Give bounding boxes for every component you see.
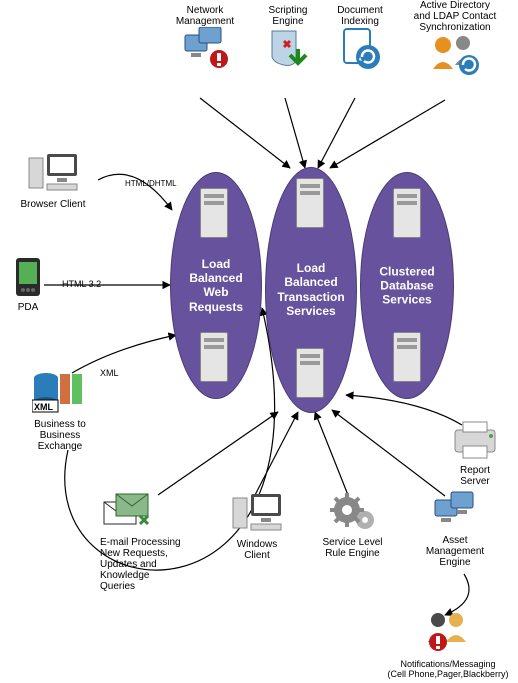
connector-arrow bbox=[255, 412, 298, 495]
server-icon bbox=[296, 348, 324, 398]
node-scripting: Scripting Engine bbox=[253, 5, 323, 76]
netmgmt-icon bbox=[165, 27, 245, 72]
adldap-icon bbox=[400, 33, 510, 82]
connector-arrow bbox=[72, 335, 176, 373]
edge-label-xml: XML bbox=[100, 368, 119, 378]
sla-icon bbox=[310, 490, 395, 535]
node-b2b: XML Business to Business Exchange bbox=[20, 370, 100, 452]
node-pda: PDA bbox=[8, 257, 48, 313]
node-sla: Service Level Rule Engine bbox=[310, 490, 395, 559]
docindex-icon bbox=[325, 27, 395, 74]
server-icon bbox=[200, 332, 228, 382]
connector-arrow bbox=[318, 98, 355, 168]
node-email: E-mail Processing New Requests, Updates … bbox=[100, 490, 205, 592]
connector-arrow bbox=[315, 412, 348, 495]
node-label: Service Level Rule Engine bbox=[310, 537, 395, 559]
connector-arrow bbox=[445, 574, 469, 615]
ellipse-label: Load Balanced Web Requests bbox=[189, 257, 243, 315]
node-browser: Browser Client bbox=[8, 150, 98, 210]
node-label: Network Management bbox=[165, 5, 245, 27]
ellipse-label: Clustered Database Services bbox=[379, 264, 434, 307]
server-icon bbox=[393, 332, 421, 382]
node-notify: Notifications/Messaging (Cell Phone,Page… bbox=[378, 610, 518, 679]
svg-text:XML: XML bbox=[34, 402, 54, 412]
report-icon bbox=[440, 420, 510, 463]
connector-arrow bbox=[330, 100, 445, 168]
edge-label-html-dhtml: HTML/DHTML bbox=[125, 179, 177, 188]
node-label: E-mail Processing New Requests, Updates … bbox=[100, 537, 205, 592]
node-label: Active Directory and LDAP Contact Synchr… bbox=[400, 0, 510, 33]
node-winclient: Windows Client bbox=[222, 490, 292, 561]
node-docindex: Document Indexing bbox=[325, 5, 395, 76]
node-adldap: Active Directory and LDAP Contact Synchr… bbox=[400, 0, 510, 84]
node-label: Document Indexing bbox=[325, 5, 395, 27]
winclient-icon bbox=[222, 490, 292, 537]
notify-icon bbox=[378, 610, 518, 657]
edge-label-html32: HTML 3.2 bbox=[62, 279, 101, 289]
node-asset: Asset Management Engine bbox=[410, 490, 500, 568]
node-label: Asset Management Engine bbox=[410, 535, 500, 568]
node-report: Report Server bbox=[440, 420, 510, 487]
node-label: Notifications/Messaging (Cell Phone,Page… bbox=[378, 659, 518, 679]
scripting-icon bbox=[253, 27, 323, 74]
ellipse-label: Load Balanced Transaction Services bbox=[277, 261, 344, 319]
node-label: PDA bbox=[8, 302, 48, 313]
pda-icon bbox=[8, 257, 48, 300]
connector-arrow bbox=[158, 412, 278, 495]
connector-arrow bbox=[285, 98, 305, 168]
node-label: Windows Client bbox=[222, 539, 292, 561]
b2b-icon: XML bbox=[20, 370, 100, 417]
node-label: Browser Client bbox=[8, 199, 98, 210]
connector-arrow bbox=[200, 98, 290, 168]
node-netmgmt: Network Management bbox=[165, 5, 245, 74]
email-icon bbox=[100, 490, 205, 535]
server-icon bbox=[393, 188, 421, 238]
node-label: Report Server bbox=[440, 465, 510, 487]
browser-icon bbox=[8, 150, 98, 197]
node-label: Scripting Engine bbox=[253, 5, 323, 27]
asset-icon bbox=[410, 490, 500, 533]
server-icon bbox=[296, 178, 324, 228]
server-icon bbox=[200, 188, 228, 238]
node-label: Business to Business Exchange bbox=[20, 419, 100, 452]
connector-arrow bbox=[332, 410, 445, 496]
